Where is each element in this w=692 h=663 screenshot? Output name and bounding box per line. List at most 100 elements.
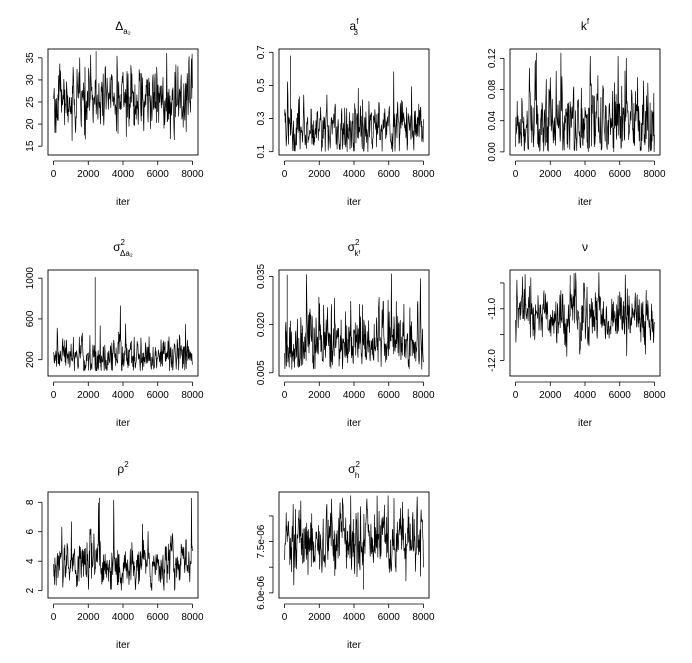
trace-series-5 — [284, 273, 424, 370]
plot-frame — [509, 269, 661, 377]
panel-title: Δa₂ — [115, 19, 131, 36]
y-tick-label: 0.08 — [487, 79, 498, 99]
x-tick-label: 8000 — [181, 169, 204, 180]
x-tick-label: 4000 — [574, 390, 597, 401]
x-axis-label: iter — [347, 418, 362, 429]
x-tick-label: 6000 — [609, 169, 632, 180]
y-tick-label: 15 — [25, 140, 36, 152]
x-tick-label: 8000 — [643, 390, 666, 401]
panel-title: ρ2 — [117, 460, 129, 476]
plot-frame — [278, 491, 430, 599]
trace-panel-8: 0 2000 4000 6000 8000 6.0e-06 7.5e-06 iter σ2 h — [256, 460, 435, 651]
x-tick-label: 2000 — [77, 169, 100, 180]
plot-frame — [509, 48, 661, 156]
plot-frame — [47, 269, 199, 377]
y-tick-label: -11.0 — [487, 297, 498, 319]
x-axis-label: iter — [116, 640, 131, 651]
y-tick-label: 0.12 — [487, 48, 498, 68]
x-axis-label: iter — [347, 197, 362, 208]
x-axis-label: iter — [116, 197, 131, 208]
plot-frame — [278, 269, 430, 377]
y-tick-label: 6 — [25, 529, 36, 535]
trace-panel-1: 0 2000 4000 6000 8000 15 20 25 30 35 iter Δa₂ — [25, 19, 204, 208]
trace-series-3 — [515, 52, 655, 153]
x-tick-label: 8000 — [412, 612, 435, 623]
x-axis-label: iter — [578, 418, 593, 429]
x-tick-label: 0 — [51, 169, 57, 180]
x-tick-label: 4000 — [343, 612, 366, 623]
x-tick-label: 4000 — [343, 169, 366, 180]
x-tick-label: 4000 — [112, 612, 135, 623]
y-tick-label: 4 — [25, 558, 36, 564]
y-tick-label: 600 — [25, 310, 36, 327]
x-tick-label: 0 — [51, 390, 57, 401]
x-tick-label: 6000 — [147, 612, 170, 623]
plot-frame — [278, 48, 430, 156]
x-axis-label: iter — [116, 418, 131, 429]
x-tick-label: 6000 — [147, 390, 170, 401]
x-tick-label: 0 — [282, 169, 288, 180]
y-tick-label: 1000 — [25, 267, 36, 290]
x-tick-label: 8000 — [181, 612, 204, 623]
panel-title: af 3 — [350, 17, 360, 37]
trace-series-1 — [53, 51, 193, 142]
x-tick-label: 2000 — [539, 390, 562, 401]
x-tick-label: 0 — [513, 390, 519, 401]
y-tick-label: 0.04 — [487, 111, 498, 131]
panel-title: σ2 kᶠ — [348, 238, 361, 258]
y-tick-label: 20 — [25, 118, 36, 130]
y-tick-label: 35 — [25, 52, 36, 64]
y-tick-label: 0.005 — [256, 360, 267, 385]
x-tick-label: 4000 — [112, 169, 135, 180]
trace-panel-7: 0 2000 4000 6000 8000 2 4 6 8 iter ρ2 — [25, 460, 204, 651]
x-tick-label: 0 — [51, 612, 57, 623]
x-tick-label: 6000 — [378, 169, 401, 180]
x-tick-label: 2000 — [308, 612, 331, 623]
y-tick-label: 25 — [25, 96, 36, 108]
y-tick-label: 2 — [25, 587, 36, 593]
y-tick-label: 200 — [25, 351, 36, 368]
x-tick-label: 6000 — [378, 612, 401, 623]
x-tick-label: 4000 — [343, 390, 366, 401]
x-tick-label: 8000 — [412, 169, 435, 180]
y-tick-label: 0.7 — [256, 45, 267, 59]
y-tick-label: 0.035 — [256, 263, 267, 288]
trace-panel-3: 0 2000 4000 6000 8000 0.00 0.04 0.08 0.12 iter kf — [487, 17, 666, 208]
y-tick-label: 0.3 — [256, 111, 267, 125]
x-tick-label: 6000 — [609, 390, 632, 401]
x-tick-label: 6000 — [378, 390, 401, 401]
trace-series-2 — [284, 55, 424, 153]
x-tick-label: 0 — [282, 612, 288, 623]
y-tick-label: 0.1 — [256, 144, 267, 158]
x-tick-label: 2000 — [77, 612, 100, 623]
y-tick-label: 0.020 — [256, 312, 267, 337]
x-axis-label: iter — [347, 640, 362, 651]
trace-series-4 — [53, 277, 193, 372]
x-tick-label: 2000 — [308, 169, 331, 180]
trace-panel-2: 0 2000 4000 6000 8000 0.1 0.3 0.5 0.7 iter af 3 — [256, 17, 435, 208]
y-tick-label: 0.5 — [256, 78, 267, 92]
trace-series-7 — [53, 497, 193, 591]
x-tick-label: 8000 — [181, 390, 204, 401]
plot-frame — [47, 491, 199, 599]
plot-frame — [47, 48, 199, 156]
x-tick-label: 2000 — [308, 390, 331, 401]
panel-title: σ2 Δa₂ — [113, 238, 133, 258]
y-tick-label: 6.0e-06 — [256, 575, 267, 609]
x-tick-label: 2000 — [539, 169, 562, 180]
x-axis-label: iter — [578, 197, 593, 208]
y-tick-label: -12.0 — [487, 349, 498, 372]
trace-panel-4: 0 2000 4000 6000 8000 200 600 1000 iter σ2 Δa₂ — [25, 238, 204, 429]
y-tick-label: 8 — [25, 499, 36, 505]
panel-title: ν — [582, 240, 588, 254]
x-tick-label: 8000 — [643, 169, 666, 180]
y-tick-label: 30 — [25, 74, 36, 86]
panel-title: kf — [581, 17, 590, 33]
x-tick-label: 6000 — [147, 169, 170, 180]
x-tick-label: 2000 — [77, 390, 100, 401]
x-tick-label: 4000 — [574, 169, 597, 180]
trace-panel-6: 0 2000 4000 6000 8000 -12.0 -11.0 iter ν — [487, 240, 666, 429]
y-tick-label: 7.5e-06 — [256, 524, 267, 558]
x-tick-label: 0 — [513, 169, 519, 180]
